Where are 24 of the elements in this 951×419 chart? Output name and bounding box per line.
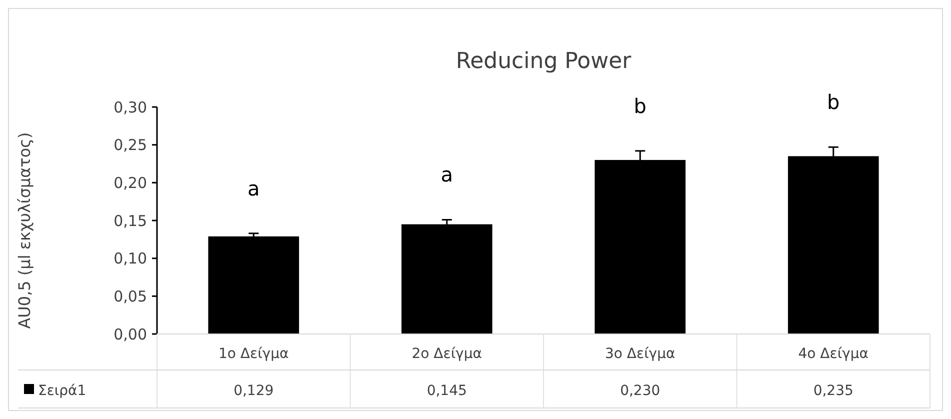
data-label: 0,145 — [426, 382, 467, 399]
annotation: b — [634, 94, 646, 118]
x-tick-label: 4ο Δείγμα — [798, 346, 868, 362]
annotation: a — [440, 162, 454, 187]
annotation: a — [247, 176, 260, 200]
y-tick-label: 0,00 — [114, 325, 147, 344]
legend-label: Σειρά1 — [38, 382, 86, 399]
y-tick-label: 0,30 — [114, 98, 147, 116]
y-axis-title: AU0,5 (μl εκχυλίσματος) — [15, 132, 34, 329]
x-tick-label: 2ο Δείγμα — [412, 346, 482, 362]
y-tick-label: 0,20 — [114, 174, 147, 192]
annotation: b — [827, 90, 840, 114]
y-tick-label: 0,10 — [114, 250, 147, 268]
data-label: 0,230 — [620, 382, 660, 399]
x-tick-label: 3ο Δείγμα — [605, 346, 676, 362]
bar — [208, 236, 300, 334]
x-tick-label: 1ο Δείγμα — [218, 346, 289, 362]
data-label: 0,129 — [234, 382, 274, 399]
bar — [401, 224, 492, 334]
y-tick-label: 0,15 — [114, 212, 147, 230]
chart-title: Reducing Power — [456, 49, 632, 74]
y-tick-label: 0,25 — [114, 136, 147, 154]
data-label: 0,235 — [813, 382, 854, 399]
y-tick-label: 0,05 — [114, 287, 147, 306]
